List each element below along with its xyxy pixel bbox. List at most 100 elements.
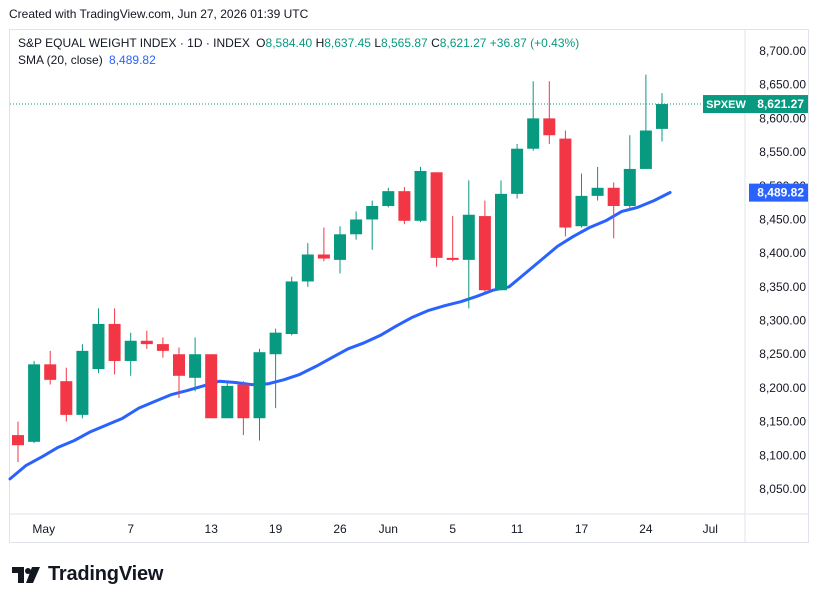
- candle-body: [543, 118, 556, 136]
- legend-h-label: H: [315, 36, 325, 50]
- candle-body: [124, 340, 137, 361]
- chart-frame[interactable]: [9, 29, 809, 543]
- tradingview-logo[interactable]: TradingView: [12, 563, 163, 586]
- tradingview-logo-icon: [12, 566, 40, 583]
- legend-title: S&P EQUAL WEIGHT INDEX · 1D · INDEX: [18, 36, 250, 50]
- candle-up: [76, 344, 89, 419]
- y-tick-label: 8,350.00: [759, 280, 806, 294]
- candle-body: [253, 352, 266, 419]
- candle-body: [398, 191, 411, 221]
- candle-up: [414, 166, 427, 223]
- candle-down: [559, 130, 572, 237]
- candle-body: [285, 281, 298, 335]
- candle-body: [173, 354, 185, 376]
- candle-down: [44, 350, 57, 385]
- candle-body: [591, 187, 604, 196]
- candle-up: [221, 381, 234, 419]
- candle-body: [269, 332, 282, 355]
- candle-down: [317, 227, 330, 262]
- candle-body: [12, 435, 24, 446]
- candle-body: [656, 104, 668, 129]
- candle-down: [446, 216, 459, 262]
- candle-body: [462, 214, 475, 260]
- candle-up: [527, 81, 540, 151]
- candle-down: [237, 381, 250, 436]
- y-tick-label: 8,700.00: [759, 44, 806, 58]
- candle-up: [382, 187, 395, 208]
- y-tick-label: 8,100.00: [759, 448, 806, 462]
- candle-body: [44, 364, 57, 380]
- candle-up: [366, 200, 379, 250]
- x-tick-label: May: [32, 522, 55, 536]
- legend-l-label: L: [374, 36, 381, 50]
- candle-up: [350, 211, 363, 240]
- legend-sma-value: 8,489.82: [109, 53, 156, 67]
- y-tick-label: 8,650.00: [759, 78, 806, 92]
- candle-body: [575, 195, 588, 227]
- candle-up: [575, 173, 588, 228]
- x-tick-label: 24: [639, 522, 653, 536]
- candle-body: [511, 148, 524, 194]
- candle-body: [446, 257, 459, 260]
- x-tick-label: Jul: [703, 522, 718, 536]
- candle-down: [12, 421, 24, 463]
- candle-body: [140, 340, 153, 345]
- y-tick-label: 8,600.00: [759, 111, 806, 125]
- y-tick-label: 8,550.00: [759, 145, 806, 159]
- legend-o-value: 8,584.40: [265, 36, 313, 50]
- last-price-value: 8,621.27: [757, 97, 804, 111]
- y-tick-label: 8,400.00: [759, 246, 806, 260]
- candle-body: [382, 191, 395, 206]
- legend-c-label: C: [431, 36, 440, 50]
- x-tick-label: 17: [575, 522, 589, 536]
- x-tick-label: 26: [333, 522, 347, 536]
- candle-body: [350, 219, 363, 235]
- candle-body: [623, 168, 636, 206]
- candle-up: [28, 360, 41, 444]
- candle-up: [334, 226, 346, 274]
- candle-down: [543, 81, 556, 144]
- candle-down: [398, 187, 411, 225]
- candle-up: [189, 337, 202, 392]
- candle-body: [317, 254, 330, 259]
- candle-body: [205, 354, 218, 419]
- last-price-tag: [749, 95, 808, 114]
- last-price-ticker-tag: [703, 95, 749, 114]
- candle-up: [253, 348, 266, 441]
- legend-c-value: 8,621.27: [439, 36, 487, 50]
- grid: [10, 30, 808, 543]
- candle-body: [189, 354, 202, 378]
- candle-body: [76, 350, 89, 415]
- candle-body: [301, 254, 314, 282]
- candle-up: [285, 276, 298, 336]
- candle-body: [108, 323, 121, 361]
- candle-body: [559, 138, 572, 228]
- x-tick-label: 11: [511, 522, 524, 536]
- candle-body: [414, 170, 427, 221]
- candle-up: [656, 93, 668, 142]
- candle-up: [591, 166, 604, 201]
- candle-body: [478, 216, 491, 291]
- candle-up: [92, 308, 105, 374]
- y-tick-label: 8,450.00: [759, 212, 806, 226]
- candle-up: [462, 180, 475, 309]
- candle-down: [607, 182, 620, 239]
- x-tick-label: 7: [127, 522, 134, 536]
- candles: [12, 74, 668, 463]
- candle-up: [124, 332, 137, 376]
- candle-body: [639, 130, 652, 169]
- candle-body: [60, 381, 73, 415]
- candle-body: [237, 384, 250, 419]
- candle-down: [108, 308, 121, 375]
- legend-sma-label: SMA (20, close): [18, 53, 103, 67]
- candle-up: [495, 180, 507, 291]
- candle-down: [156, 337, 169, 358]
- x-tick-label: Jun: [379, 522, 398, 536]
- sma-20-line: [8, 191, 672, 481]
- sma-price-value: 8,489.82: [757, 186, 804, 200]
- candle-up: [301, 243, 314, 287]
- candle-down: [60, 367, 73, 422]
- legend-l-value: 8,565.87: [381, 36, 428, 50]
- candle-down: [140, 330, 153, 349]
